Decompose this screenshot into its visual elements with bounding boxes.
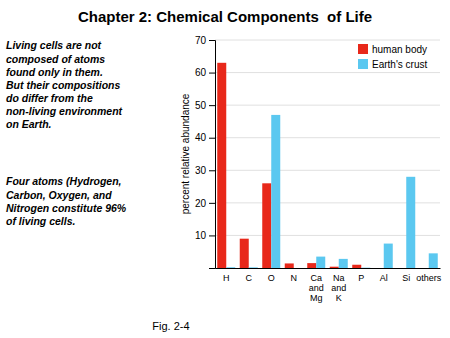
x-tick-label: H: [223, 273, 230, 283]
y-tick-label: 20: [195, 198, 207, 209]
bar: [397, 268, 406, 269]
bar: [352, 265, 361, 268]
grid-line: [215, 170, 440, 171]
legend-label: human body: [372, 44, 427, 55]
y-tick-mark: [209, 105, 215, 106]
bar: [240, 239, 249, 268]
bar: [285, 263, 294, 268]
grid-line: [215, 137, 440, 138]
legend-entry: human body: [358, 44, 427, 55]
bar: [339, 259, 348, 268]
x-tick-label: O: [268, 273, 275, 283]
x-tick: C: [246, 273, 253, 283]
annotation: Four atoms (Hydrogen,Carbon, Oxygen, and…: [6, 175, 127, 226]
y-tick: 50: [195, 100, 215, 111]
y-tick-mark: [209, 73, 215, 74]
x-tick-label: P: [358, 273, 364, 283]
figure-label: Fig. 2-4: [152, 320, 189, 332]
x-tick: P: [358, 273, 364, 283]
y-tick: 70: [195, 35, 215, 46]
y-tick: 60: [195, 67, 215, 78]
y-tick-mark: [209, 40, 215, 41]
y-axis-title: percent relative abundance: [180, 93, 191, 214]
x-tick-label: Si: [402, 273, 410, 283]
x-tick: N: [291, 273, 298, 283]
bar: [406, 177, 415, 268]
y-axis-line: [209, 41, 216, 269]
y-tick-label: 40: [195, 132, 207, 143]
y-tick: 30: [195, 165, 215, 176]
bar-series: [217, 63, 361, 268]
bar: [429, 253, 438, 268]
grid-line: [215, 105, 440, 106]
bar: [226, 267, 235, 268]
x-axis-line: [216, 268, 441, 269]
bar: [249, 267, 258, 268]
grid-line: [215, 72, 440, 73]
legend-label: Earth's crust: [372, 59, 427, 70]
bar-series: [226, 115, 438, 268]
bar: [330, 267, 339, 268]
y-tick-label: 60: [195, 67, 207, 78]
y-tick-label: 70: [195, 35, 207, 46]
y-tick: 20: [195, 198, 215, 209]
bar: [262, 183, 271, 268]
x-axis: H C O N CaandMg NaandK P Al Si others: [216, 269, 442, 303]
legend-swatch: [358, 44, 368, 54]
y-tick-label: 30: [195, 165, 207, 176]
grid-line: [215, 40, 440, 41]
x-tick: others: [416, 273, 442, 283]
bar: [361, 267, 370, 268]
bar: [307, 263, 316, 268]
bar: [420, 268, 429, 269]
x-tick-label: C: [246, 273, 253, 283]
y-axis: 10 20 30 40 50 60 70: [195, 35, 216, 269]
bar: [316, 257, 325, 268]
y-tick-mark: [209, 203, 215, 204]
y-tick-label: 10: [195, 230, 207, 241]
bar: [294, 268, 303, 269]
annotation: Living cells are notcomposed of atomsfou…: [6, 39, 123, 130]
y-tick-label: 50: [195, 100, 207, 111]
x-tick-label: CaandMg: [309, 273, 324, 303]
x-tick-label: Al: [380, 273, 388, 283]
x-tick: Si: [402, 273, 410, 283]
y-tick-mark: [209, 170, 215, 171]
x-tick-label: others: [416, 273, 442, 283]
bar: [384, 244, 393, 268]
bar: [375, 268, 384, 269]
bars: [217, 63, 438, 268]
legend-entry: Earth's crust: [358, 59, 427, 70]
x-tick: Al: [380, 273, 388, 283]
y-tick: 40: [195, 132, 215, 143]
bar: [271, 115, 280, 268]
y-tick-mark: [209, 235, 215, 236]
legend-swatch: [358, 59, 368, 69]
y-tick: 10: [195, 230, 215, 241]
x-tick-label: NaandK: [331, 273, 346, 303]
x-tick: NaandK: [331, 273, 346, 303]
x-tick: CaandMg: [309, 273, 324, 303]
y-tick-mark: [209, 138, 215, 139]
x-tick-label: N: [291, 273, 298, 283]
chart: 10 20 30 40 50 60 70 H C O N CaandMg NaandK P Al Siothe…: [0, 0, 450, 338]
x-tick: H: [223, 273, 230, 283]
bar: [217, 63, 226, 268]
x-tick: O: [268, 273, 275, 283]
legend: human body Earth's crust: [358, 44, 427, 70]
title: Chapter 2: Chemical Components of Life: [78, 8, 372, 25]
